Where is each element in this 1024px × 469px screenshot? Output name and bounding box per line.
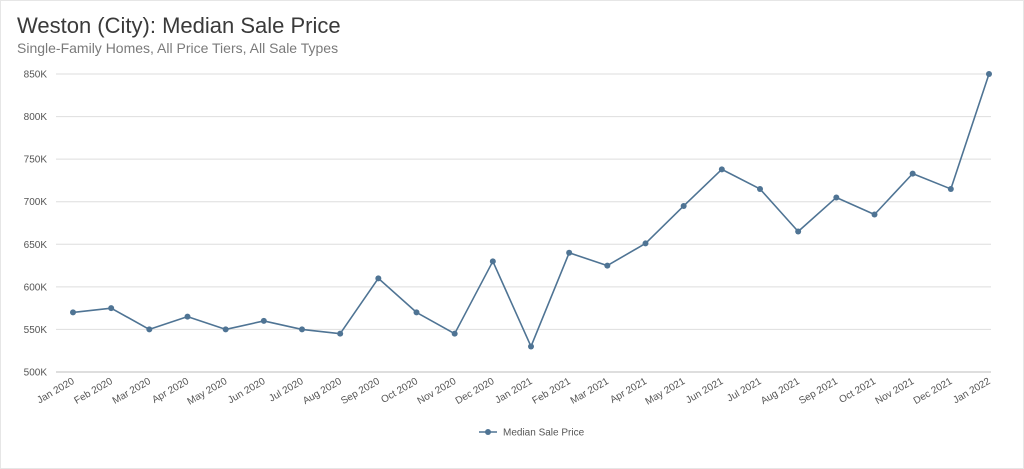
data-point[interactable] [757, 185, 763, 192]
x-tick-label: Jun 2021 [684, 376, 726, 406]
data-point[interactable] [909, 170, 916, 177]
x-tick-label: Dec 2021 [912, 376, 955, 407]
data-point[interactable] [680, 202, 687, 209]
x-tick-label: Feb 2021 [531, 376, 573, 407]
y-axis-ticks: 500K 550K 600K 650K 700K 750K 800K 850K [24, 70, 48, 379]
x-tick-label: Nov 2021 [874, 376, 917, 407]
x-tick-label: Jul 2020 [267, 376, 306, 405]
data-point[interactable] [337, 330, 344, 337]
x-tick-label: Nov 2020 [416, 376, 459, 407]
data-point[interactable] [871, 211, 878, 218]
data-point[interactable] [604, 262, 611, 269]
x-tick-label: Jun 2020 [226, 376, 268, 406]
x-tick-label: Oct 2020 [379, 376, 420, 406]
x-tick-label: Aug 2020 [301, 376, 344, 407]
x-tick-label: Apr 2021 [608, 376, 649, 406]
x-tick-label: Jan 2020 [35, 376, 77, 406]
data-point[interactable] [947, 185, 954, 192]
data-point[interactable] [986, 71, 992, 77]
chart-title: Weston (City): Median Sale Price [17, 13, 341, 38]
data-point[interactable] [642, 240, 649, 247]
data-point[interactable] [413, 309, 420, 316]
y-tick-label: 650K [24, 240, 48, 251]
series-median-sale-price [70, 71, 992, 350]
x-tick-label: Oct 2021 [837, 376, 878, 406]
y-tick-label: 850K [24, 70, 48, 81]
x-tick-label: Feb 2020 [73, 376, 115, 407]
x-tick-label: Apr 2020 [150, 376, 191, 406]
data-point[interactable] [299, 326, 305, 333]
y-tick-label: 500K [24, 368, 48, 379]
y-tick-label: 750K [24, 155, 48, 166]
x-tick-label: Jul 2021 [725, 376, 764, 405]
data-point[interactable] [718, 166, 725, 173]
x-tick-label: Dec 2020 [454, 376, 497, 407]
x-tick-label: Jan 2022 [951, 376, 993, 406]
y-tick-label: 700K [24, 197, 48, 208]
legend-label: Median Sale Price [503, 428, 585, 439]
x-tick-label: Sep 2021 [797, 376, 840, 407]
x-tick-label: May 2021 [644, 376, 688, 408]
legend-point-marker [485, 429, 491, 435]
y-tick-label: 800K [24, 112, 48, 123]
series-line [72, 73, 990, 348]
x-tick-label: Sep 2020 [339, 376, 382, 407]
data-point[interactable] [375, 275, 382, 282]
data-point[interactable] [451, 330, 458, 337]
x-tick-label: Mar 2021 [569, 376, 611, 407]
data-point[interactable] [489, 258, 496, 265]
data-point[interactable] [222, 326, 229, 333]
data-point[interactable] [528, 343, 534, 350]
x-tick-label: May 2020 [186, 376, 230, 408]
data-point[interactable] [260, 317, 267, 324]
data-point[interactable] [70, 309, 76, 316]
y-tick-label: 600K [24, 282, 48, 293]
x-tick-label: Mar 2020 [111, 376, 153, 407]
legend[interactable]: Median Sale Price [479, 428, 585, 439]
x-tick-label: Aug 2021 [759, 376, 802, 407]
data-point[interactable] [184, 313, 191, 320]
x-tick-label: Jan 2021 [493, 376, 535, 406]
y-tick-label: 550K [24, 325, 48, 336]
gridlines [56, 73, 991, 373]
data-point[interactable] [833, 194, 840, 201]
data-point[interactable] [566, 249, 573, 256]
data-point[interactable] [795, 228, 802, 235]
data-point[interactable] [146, 326, 153, 333]
chart-subtitle: Single-Family Homes, All Price Tiers, Al… [17, 40, 339, 56]
data-point[interactable] [108, 305, 115, 312]
